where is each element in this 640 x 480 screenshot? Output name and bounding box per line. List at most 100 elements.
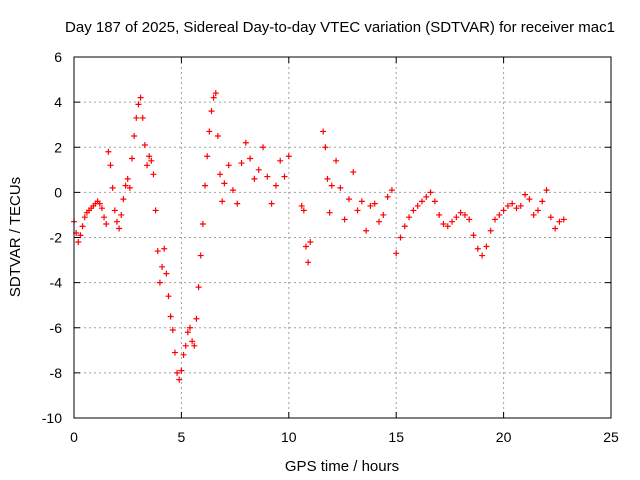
data-point bbox=[436, 211, 443, 218]
data-point bbox=[96, 200, 103, 207]
data-point bbox=[264, 173, 271, 180]
data-point bbox=[466, 216, 473, 223]
data-point bbox=[238, 160, 245, 167]
data-point bbox=[397, 234, 404, 241]
data-point bbox=[414, 202, 421, 209]
data-point bbox=[210, 94, 217, 101]
data-point bbox=[307, 239, 314, 246]
data-point bbox=[206, 128, 213, 135]
data-point bbox=[161, 245, 168, 252]
data-point bbox=[77, 232, 84, 239]
data-point bbox=[148, 157, 155, 164]
data-point bbox=[406, 214, 413, 221]
x-tick-label: 20 bbox=[496, 429, 512, 445]
data-point bbox=[371, 200, 378, 207]
data-point bbox=[219, 198, 226, 205]
data-point bbox=[193, 315, 200, 322]
data-point bbox=[376, 218, 383, 225]
data-point bbox=[152, 207, 159, 214]
data-point bbox=[163, 270, 170, 277]
x-axis-ticks: 0 5 10 15 20 25 bbox=[70, 57, 619, 445]
data-point bbox=[302, 243, 309, 250]
data-point bbox=[126, 184, 133, 191]
y-tick-label: -8 bbox=[50, 365, 63, 381]
data-point bbox=[341, 216, 348, 223]
data-point bbox=[171, 349, 178, 356]
data-point bbox=[410, 207, 417, 214]
data-point bbox=[487, 227, 494, 234]
data-point bbox=[547, 214, 554, 221]
data-point bbox=[124, 175, 131, 182]
data-point bbox=[214, 132, 221, 139]
data-point bbox=[509, 200, 516, 207]
data-point bbox=[242, 139, 249, 146]
data-point bbox=[195, 284, 202, 291]
data-point bbox=[504, 202, 511, 209]
data-point bbox=[113, 218, 120, 225]
data-point bbox=[212, 90, 219, 97]
data-point bbox=[449, 218, 456, 225]
data-point bbox=[350, 169, 357, 176]
data-point bbox=[500, 207, 507, 214]
data-point bbox=[176, 376, 183, 383]
data-point bbox=[522, 191, 529, 198]
data-point bbox=[427, 189, 434, 196]
data-point bbox=[137, 94, 144, 101]
data-point bbox=[560, 216, 567, 223]
chart-title: Day 187 of 2025, Sidereal Day-to-day VTE… bbox=[65, 19, 615, 36]
data-point bbox=[530, 211, 537, 218]
data-point bbox=[423, 193, 430, 200]
data-point bbox=[345, 196, 352, 203]
data-point bbox=[180, 351, 187, 358]
data-point bbox=[281, 173, 288, 180]
data-point bbox=[363, 227, 370, 234]
data-point bbox=[131, 132, 138, 139]
data-point bbox=[255, 166, 262, 173]
data-point bbox=[141, 141, 148, 148]
data-point bbox=[358, 198, 365, 205]
data-point bbox=[393, 250, 400, 257]
data-point bbox=[247, 155, 254, 162]
data-point bbox=[384, 193, 391, 200]
x-tick-label: 5 bbox=[178, 429, 186, 445]
data-point bbox=[118, 211, 125, 218]
data-point bbox=[300, 207, 307, 214]
data-point bbox=[135, 101, 142, 108]
data-point bbox=[337, 184, 344, 191]
data-point bbox=[272, 182, 279, 189]
data-point bbox=[388, 187, 395, 194]
data-point bbox=[260, 144, 267, 151]
data-point bbox=[156, 279, 163, 286]
data-point bbox=[534, 207, 541, 214]
data-point bbox=[120, 196, 127, 203]
data-point bbox=[178, 367, 185, 374]
data-point bbox=[453, 214, 460, 221]
data-point bbox=[191, 342, 198, 349]
y-tick-label: 6 bbox=[54, 49, 62, 65]
data-point bbox=[492, 216, 499, 223]
data-point bbox=[107, 162, 114, 169]
x-axis-label: GPS time / hours bbox=[285, 458, 399, 475]
data-point bbox=[552, 225, 559, 232]
y-tick-label: -4 bbox=[50, 275, 63, 291]
grid-lines bbox=[74, 57, 611, 418]
data-point bbox=[298, 202, 305, 209]
data-point bbox=[483, 243, 490, 250]
data-point bbox=[285, 153, 292, 160]
data-point bbox=[165, 293, 172, 300]
data-point bbox=[208, 108, 215, 115]
y-tick-label: 4 bbox=[54, 94, 62, 110]
data-point bbox=[204, 153, 211, 160]
data-point bbox=[98, 205, 105, 212]
data-point bbox=[101, 214, 108, 221]
data-point bbox=[154, 248, 161, 255]
data-point bbox=[470, 232, 477, 239]
data-point bbox=[326, 209, 333, 216]
data-point bbox=[111, 207, 118, 214]
data-point bbox=[159, 263, 166, 270]
data-point bbox=[479, 252, 486, 259]
data-point bbox=[431, 198, 438, 205]
data-point bbox=[229, 187, 236, 194]
data-point bbox=[320, 128, 327, 135]
